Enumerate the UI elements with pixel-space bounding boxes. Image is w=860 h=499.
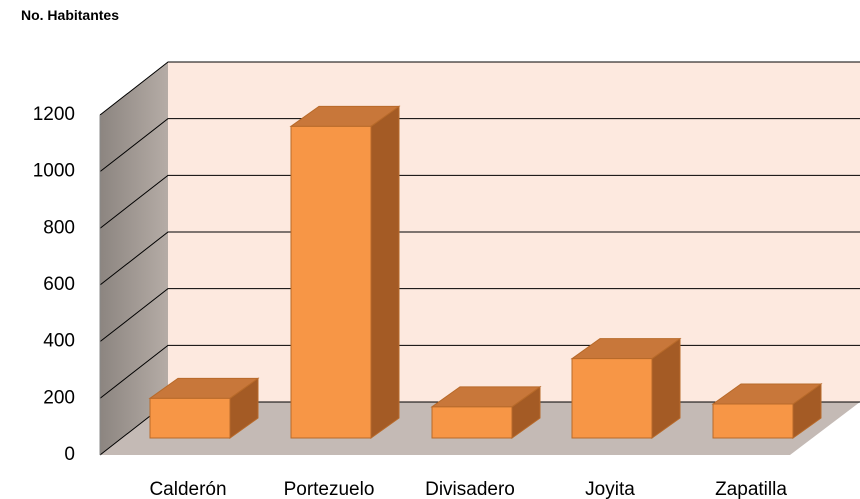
bar	[289, 105, 401, 439]
grid-line	[99, 288, 860, 343]
bar-side	[370, 105, 400, 439]
y-tick-label: 800	[43, 217, 75, 238]
grid-line	[99, 174, 860, 229]
x-tick-label: Portezuelo	[284, 479, 375, 499]
bar-front	[571, 358, 653, 439]
bar-front	[712, 403, 794, 439]
grid-line	[99, 61, 860, 116]
x-tick-label: Zapatilla	[715, 479, 787, 499]
grid-line	[99, 231, 860, 286]
y-tick-label: 200	[43, 387, 75, 408]
y-tick-label: 400	[43, 331, 75, 352]
x-tick-label: Calderón	[149, 479, 226, 499]
bar	[711, 383, 823, 439]
y-tick-label: 600	[43, 274, 75, 295]
y-axis-title: No. Habitantes	[20, 7, 119, 23]
bar	[430, 385, 542, 439]
x-tick-label: Joyita	[585, 479, 635, 499]
bar-front	[290, 125, 372, 439]
y-tick-label: 1200	[33, 104, 75, 125]
bar	[570, 337, 682, 439]
y-tick-label: 0	[64, 444, 75, 465]
bar-front	[431, 406, 513, 439]
grid-line	[99, 118, 860, 173]
bar	[148, 377, 260, 439]
bar-front	[149, 397, 231, 439]
y-tick-label: 1000	[33, 161, 75, 182]
x-tick-label: Divisadero	[425, 479, 515, 499]
